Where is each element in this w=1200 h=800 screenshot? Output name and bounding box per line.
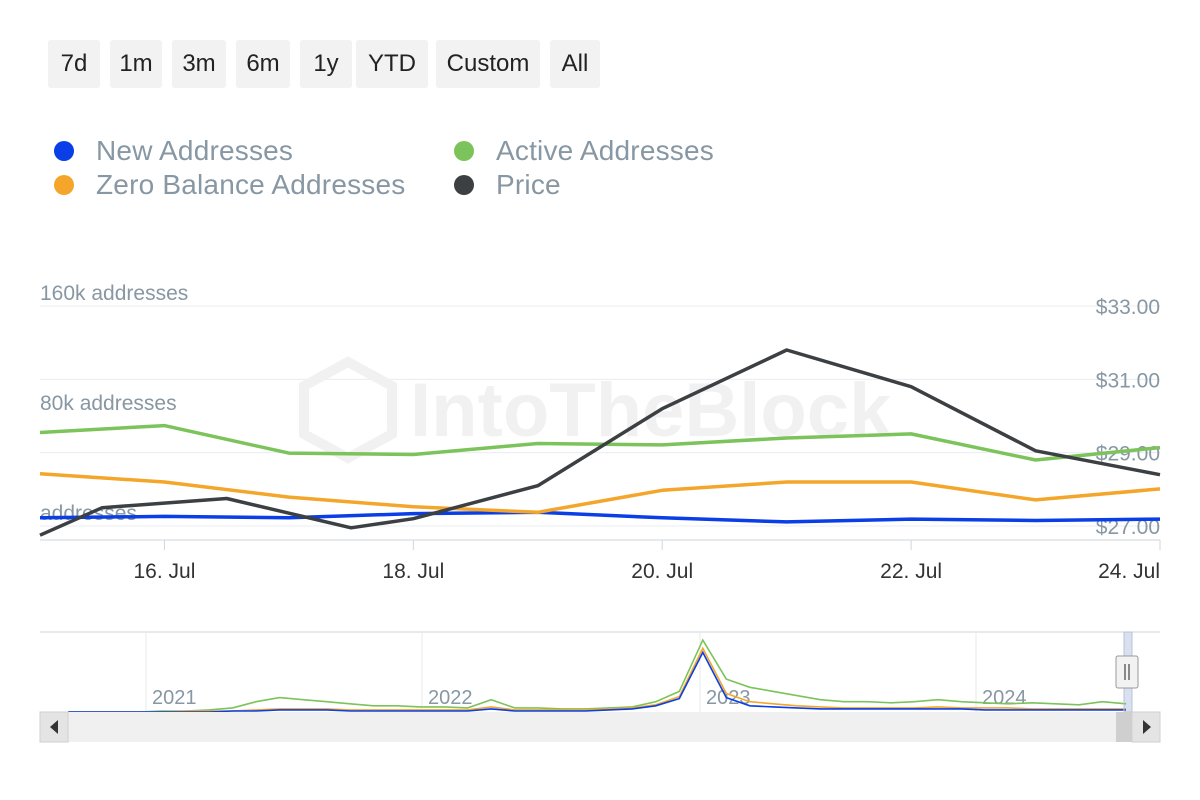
legend-label: Active Addresses [496, 135, 714, 166]
legend-item-new-addresses[interactable]: New Addresses [54, 134, 293, 168]
range-button-1y[interactable]: 1y [300, 40, 352, 88]
range-button-1m[interactable]: 1m [110, 40, 162, 88]
x-tick-label: 16. Jul [134, 560, 196, 583]
chart-legend: New Addresses Active Addresses Zero Bala… [52, 134, 772, 204]
navigator: 2021 2022 2023 2024 [39, 631, 1161, 743]
arrow-right-icon [1143, 720, 1151, 734]
navigator-year-label: 2022 [428, 687, 473, 709]
x-tick-label: 20. Jul [631, 560, 693, 583]
range-button-ytd[interactable]: YTD [356, 40, 428, 88]
series-line-new-addresses [39, 510, 1161, 524]
navigator-year-label: 2021 [152, 687, 197, 709]
legend-item-active-addresses[interactable]: Active Addresses [454, 134, 714, 168]
x-tick-label: 22. Jul [880, 560, 942, 583]
watermark-hexagon-icon [299, 356, 397, 464]
gridlines [40, 305, 1160, 527]
left-tick-label: 80k addresses [40, 392, 177, 415]
navigator-line-new-addresses [68, 650, 1126, 713]
left-tick-label: 160k addresses [40, 282, 188, 305]
x-tick-label: 18. Jul [382, 560, 444, 583]
navigator-line-active-addresses [68, 638, 1127, 713]
watermark-text: IntoTheBlock [410, 368, 892, 453]
series-line-active-addresses [39, 423, 1161, 462]
range-button-3m[interactable]: 3m [172, 40, 226, 88]
legend-item-zero-balance-addresses[interactable]: Zero Balance Addresses [54, 168, 405, 202]
right-tick-label: $27.00 [1096, 516, 1160, 539]
navigator-handle[interactable] [1115, 655, 1139, 689]
x-axis: 16. Jul 18. Jul 20. Jul 22. Jul 24. Jul [40, 539, 1161, 583]
legend-marker [54, 141, 74, 161]
right-tick-label: $33.00 [1096, 296, 1160, 319]
scrollbar-track[interactable] [40, 712, 1160, 742]
right-tick-label: $31.00 [1096, 369, 1160, 392]
scrollbar-thumb[interactable] [1116, 712, 1132, 742]
legend-label: Price [496, 169, 561, 200]
legend-marker [454, 141, 474, 161]
series-line-price [39, 348, 1161, 537]
legend-item-price[interactable]: Price [454, 168, 561, 202]
range-button-6m[interactable]: 6m [236, 40, 290, 88]
scroll-right-button[interactable] [1131, 711, 1161, 743]
series-line-zero-balance-addresses [39, 472, 1161, 515]
legend-marker [54, 175, 74, 195]
arrow-left-icon [50, 720, 58, 734]
range-button-7d[interactable]: 7d [48, 40, 100, 88]
range-button-all[interactable]: All [550, 40, 600, 88]
right-axis: $33.00$31.00$29.00$27.00 [1096, 296, 1160, 539]
legend-label: Zero Balance Addresses [96, 169, 406, 200]
navigator-year-label: 2024 [982, 687, 1027, 709]
legend-marker [454, 175, 474, 195]
range-button-custom[interactable]: Custom [436, 40, 540, 88]
series-lines [39, 348, 1161, 537]
x-tick-label: 24. Jul [1098, 560, 1160, 583]
legend-label: New Addresses [96, 135, 294, 166]
